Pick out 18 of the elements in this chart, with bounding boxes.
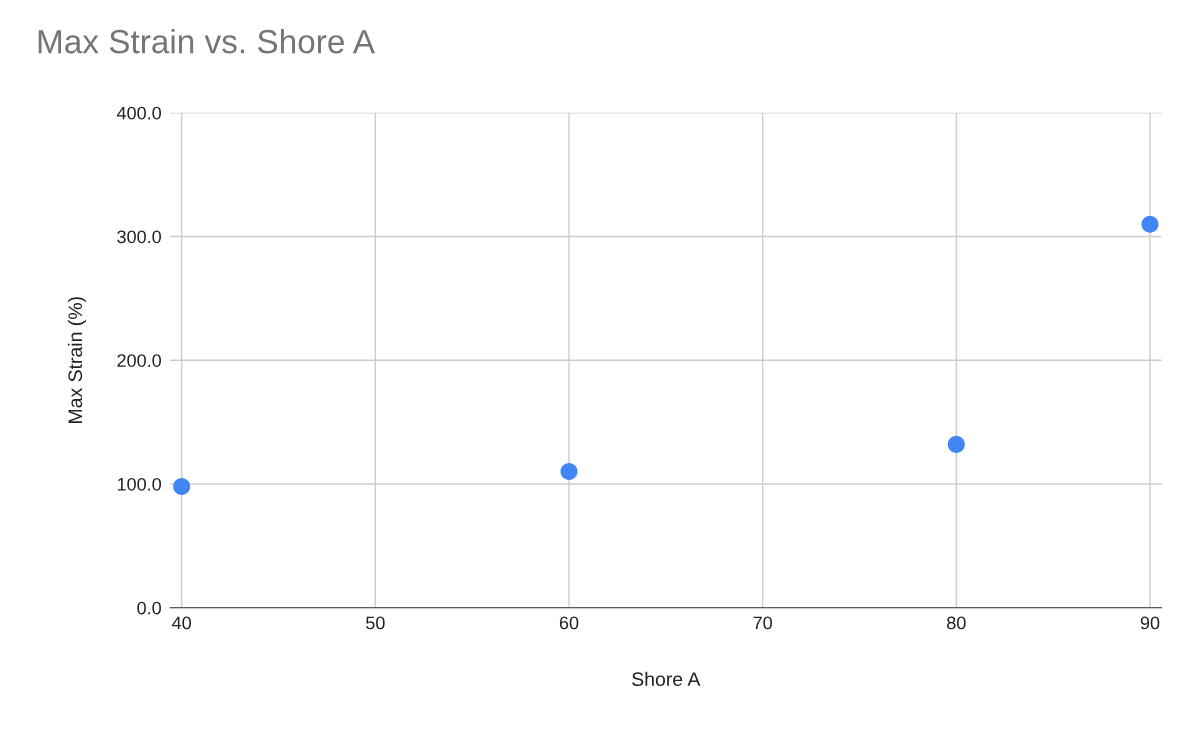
x-axis-title: Shore A [632, 671, 701, 687]
y-axis-title: Max Strain (%) [67, 297, 86, 423]
point [1141, 215, 1159, 233]
y-tick-label: 100.0 [117, 477, 161, 491]
point [173, 477, 191, 495]
x-tick-label: 80 [947, 616, 966, 630]
y-tick-label: 400.0 [116, 106, 161, 120]
chart-title: Max Strain vs. Shore A [38, 28, 375, 54]
x-tick-label: 70 [753, 616, 772, 630]
point [947, 435, 965, 453]
point [560, 463, 578, 481]
x-tick-label: 90 [1140, 616, 1160, 630]
y-tick-label: 0.0 [137, 601, 161, 615]
y-tick-label: 300.0 [117, 230, 161, 244]
x-tick-label: 60 [559, 616, 579, 630]
y-tick-label: 200.0 [117, 354, 161, 367]
x-tick-label: 50 [366, 616, 385, 630]
x-tick-label: 40 [172, 616, 191, 630]
